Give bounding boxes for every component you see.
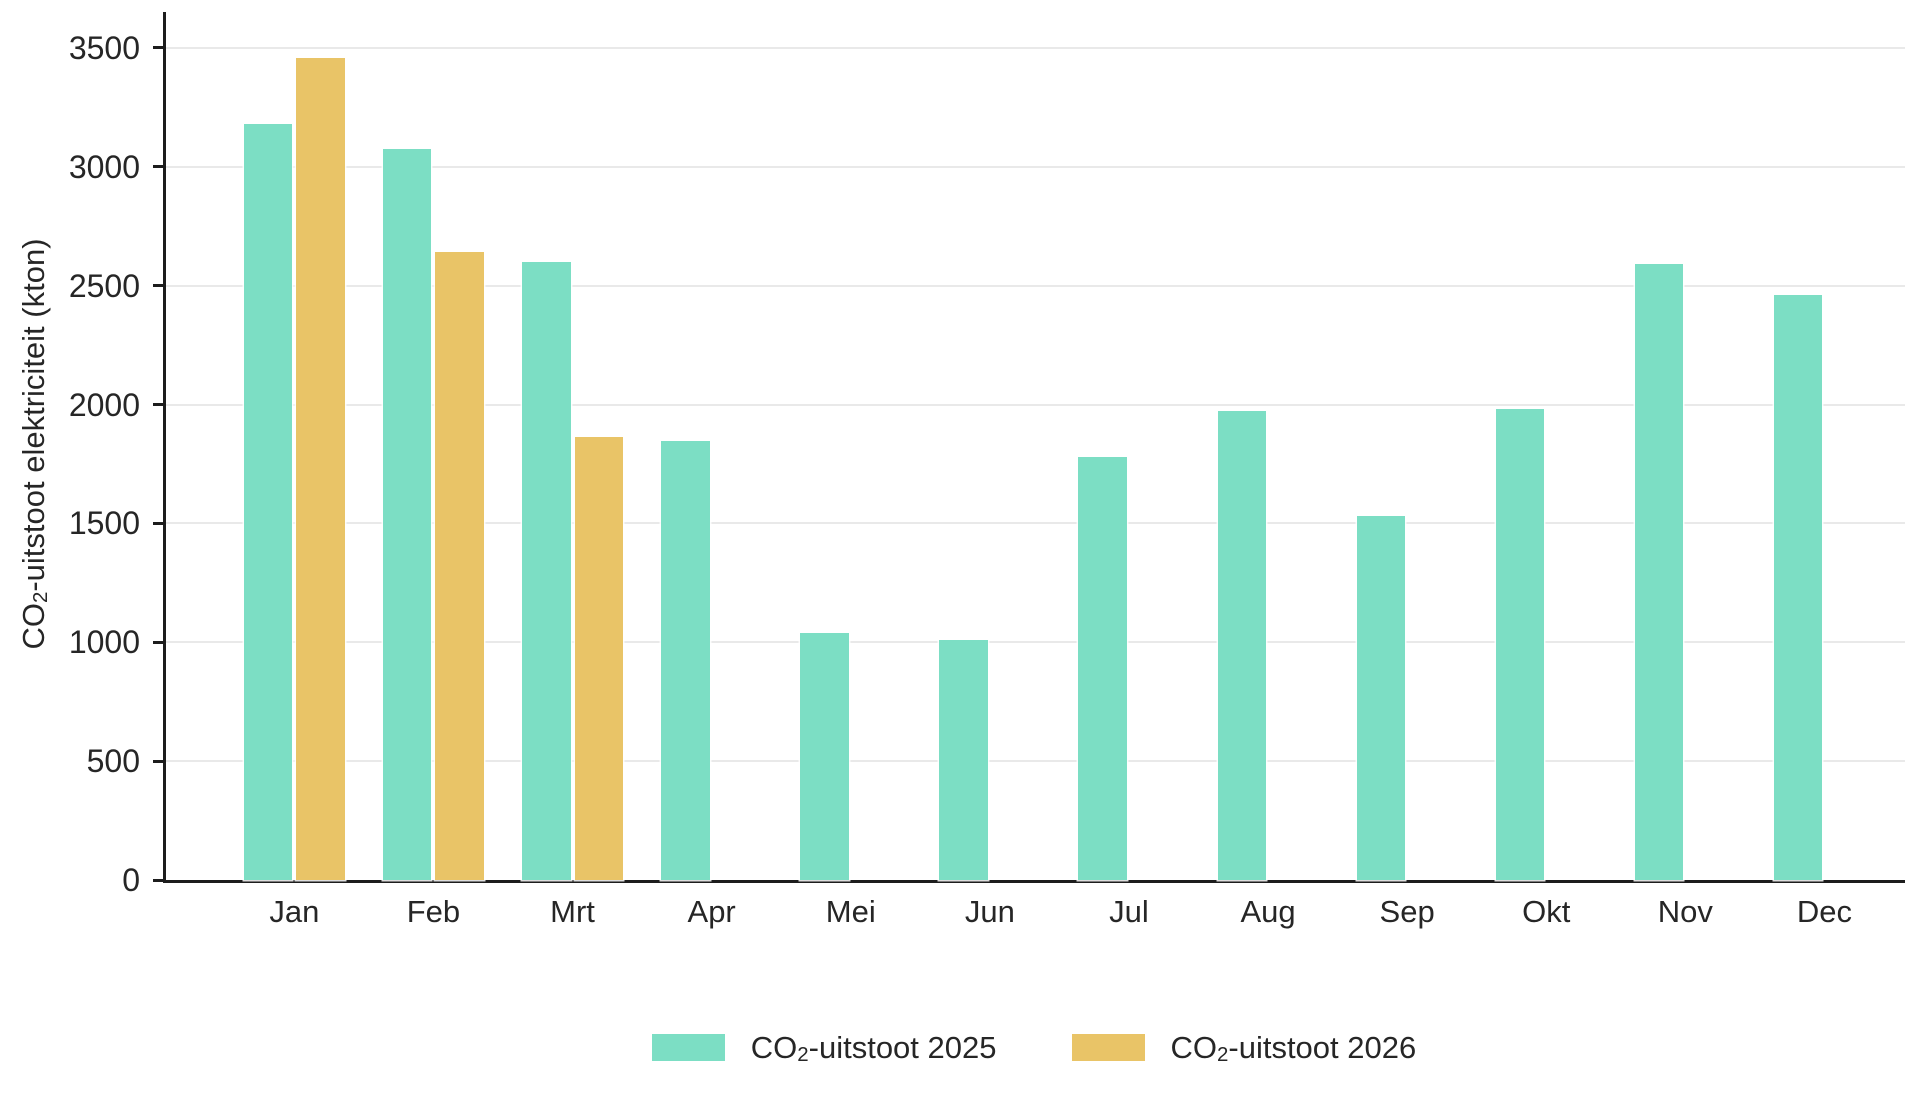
bar-feb-co2-uitstoot-2025: [382, 149, 432, 880]
x-tick-label-mei: Mei: [825, 894, 876, 929]
gridline-3000: [166, 165, 1905, 168]
x-tick-label-okt: Okt: [1522, 894, 1571, 929]
bar-okt-co2-uitstoot-2025: [1495, 409, 1545, 880]
bar-aug-co2-uitstoot-2025: [1217, 410, 1267, 880]
legend-swatch-co2-uitstoot-2026: [1071, 1034, 1145, 1062]
x-tick-label-feb: Feb: [406, 894, 461, 929]
bar-mrt-co2-uitstoot-2025: [522, 261, 571, 880]
y-tick-mark-500: [153, 759, 163, 763]
legend-label-suffix: -uitstoot 2025: [808, 1030, 997, 1065]
legend: CO2-uitstoot 2025 CO2-uitstoot 2026: [163, 1029, 1905, 1066]
x-tick-label-jul: Jul: [1109, 894, 1149, 929]
legend-item-co2-uitstoot-2026[interactable]: CO2-uitstoot 2026: [1071, 1029, 1417, 1066]
y-axis-title: CO2-uitstoot elektriciteit (kton): [16, 238, 52, 649]
legend-label-prefix: CO: [1170, 1030, 1218, 1065]
x-tick-label-apr: Apr: [687, 894, 736, 929]
bar-nov-co2-uitstoot-2025: [1634, 264, 1684, 880]
plot-area: 0 500 1000 1500 2000 2500 3000 3500 Jan Feb Mrt Apr…: [69, 12, 1905, 927]
bar-feb-co2-uitstoot-2026: [435, 252, 484, 880]
y-tick-mark-1500: [153, 521, 163, 525]
legend-item-co2-uitstoot-2025[interactable]: CO2-uitstoot 2025: [651, 1029, 997, 1066]
y-tick-label-1000: 1000: [68, 624, 140, 661]
bar-sep-co2-uitstoot-2025: [1356, 516, 1406, 880]
y-tick-mark-2500: [153, 284, 163, 288]
legend-label-subscript: 2: [1217, 1043, 1229, 1067]
y-tick-label-500: 500: [86, 743, 140, 780]
legend-label-co2-uitstoot-2026: CO2-uitstoot 2026: [1171, 1029, 1417, 1066]
y-axis-title-suffix: -uitstoot elektriciteit (kton): [16, 238, 51, 592]
bar-dec-co2-uitstoot-2025: [1773, 295, 1823, 880]
y-axis-title-subscript: 2: [29, 591, 53, 604]
x-tick-label-nov: Nov: [1657, 894, 1713, 929]
y-tick-label-1500: 1500: [68, 505, 140, 542]
gridline-1500: [166, 522, 1905, 525]
y-tick-label-2500: 2500: [68, 267, 140, 304]
y-axis-title-prefix: CO: [16, 603, 51, 650]
bar-apr-co2-uitstoot-2025: [661, 441, 710, 880]
gridline-1000: [166, 641, 1905, 644]
gridline-3500: [166, 46, 1905, 49]
y-tick-label-2000: 2000: [68, 386, 140, 423]
y-tick-mark-3500: [153, 46, 163, 50]
y-tick-mark-2000: [153, 403, 163, 407]
bar-mrt-co2-uitstoot-2026: [574, 436, 624, 880]
y-tick-label-3000: 3000: [68, 148, 140, 185]
legend-swatch-co2-uitstoot-2025: [651, 1034, 725, 1062]
legend-label-suffix: -uitstoot 2026: [1228, 1030, 1417, 1065]
y-tick-label-3500: 3500: [68, 29, 140, 66]
x-tick-label-mrt: Mrt: [550, 894, 595, 929]
gridline-500: [166, 760, 1905, 763]
bar-jan-co2-uitstoot-2026: [296, 57, 345, 880]
legend-label-prefix: CO: [750, 1030, 798, 1065]
legend-label-subscript: 2: [797, 1043, 809, 1067]
x-tick-label-sep: Sep: [1379, 894, 1435, 929]
x-tick-label-jun: Jun: [964, 894, 1015, 929]
gridline-2000: [166, 403, 1905, 406]
gridline-2500: [166, 284, 1905, 287]
y-tick-mark-3000: [153, 165, 163, 169]
y-tick-mark-1000: [153, 640, 163, 644]
y-tick-mark-0: [153, 878, 163, 882]
y-tick-label-0: 0: [122, 862, 140, 898]
x-tick-label-aug: Aug: [1240, 894, 1296, 929]
bar-jul-co2-uitstoot-2025: [1078, 456, 1127, 880]
legend-label-co2-uitstoot-2025: CO2-uitstoot 2025: [751, 1029, 997, 1066]
bar-jan-co2-uitstoot-2025: [243, 124, 293, 880]
x-tick-label-jan: Jan: [269, 894, 320, 929]
x-tick-label-dec: Dec: [1796, 894, 1853, 929]
bar-mei-co2-uitstoot-2025: [800, 632, 849, 880]
bar-jun-co2-uitstoot-2025: [939, 639, 988, 880]
